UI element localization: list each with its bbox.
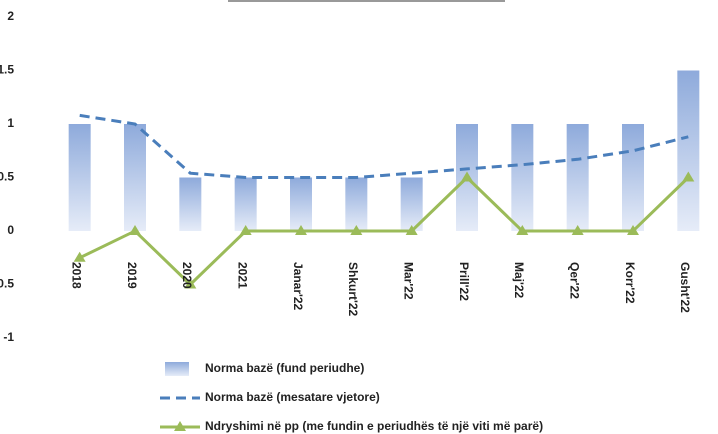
marker [239, 225, 252, 235]
bar [124, 124, 146, 231]
legend-label: Norma bazë (mesatare vjetore) [205, 390, 380, 404]
marker [129, 225, 141, 235]
marker [350, 225, 363, 235]
bar [68, 124, 91, 231]
bar [400, 177, 423, 231]
x-tick-label: 2018 [69, 262, 83, 289]
x-tick-label: 2021 [235, 262, 249, 289]
bar [566, 124, 589, 231]
marker [627, 225, 639, 235]
x-tick-label: Qer'22 [567, 262, 581, 299]
x-tick-label: 2020 [180, 262, 194, 289]
y-tick-label: 1 [7, 116, 14, 130]
y-tick-label: 0.5 [0, 170, 14, 184]
marker [405, 225, 418, 235]
bar [345, 177, 368, 231]
y-tick-label: 2 [7, 9, 14, 23]
bar [179, 177, 202, 231]
line [79, 113, 689, 179]
bar [290, 177, 312, 231]
x-tick-label: Maj'22 [512, 262, 526, 299]
legend-marker [174, 421, 186, 431]
marker [682, 171, 695, 182]
legend-label: Norma bazë (fund periudhe) [205, 361, 364, 375]
marker [184, 278, 197, 289]
marker [295, 225, 307, 235]
bar [234, 177, 257, 231]
x-tick-label: Gusht'22 [678, 262, 692, 313]
bar [622, 124, 644, 231]
marker [73, 251, 86, 262]
y-tick-label: -0.5 [0, 277, 14, 291]
legend-swatch [165, 362, 189, 376]
x-tick-label: Prill'22 [457, 262, 471, 301]
line [79, 175, 690, 287]
x-tick-label: Shkurt'22 [346, 262, 360, 317]
y-tick-label: 1.5 [0, 63, 14, 77]
marker [571, 225, 584, 235]
bar [511, 124, 534, 231]
y-tick-label: -1 [3, 330, 14, 344]
legend-label: Ndryshimi në pp (me fundin e periudhës t… [205, 419, 543, 433]
x-tick-label: Mar'22 [401, 262, 415, 300]
marker [461, 171, 473, 182]
marker [516, 225, 529, 235]
x-tick-label: Korr'22 [623, 262, 637, 304]
x-tick-label: Janar'22 [291, 262, 305, 311]
x-tick-label: 2019 [125, 262, 139, 289]
bar [677, 70, 700, 231]
y-tick-label: 0 [7, 223, 14, 237]
